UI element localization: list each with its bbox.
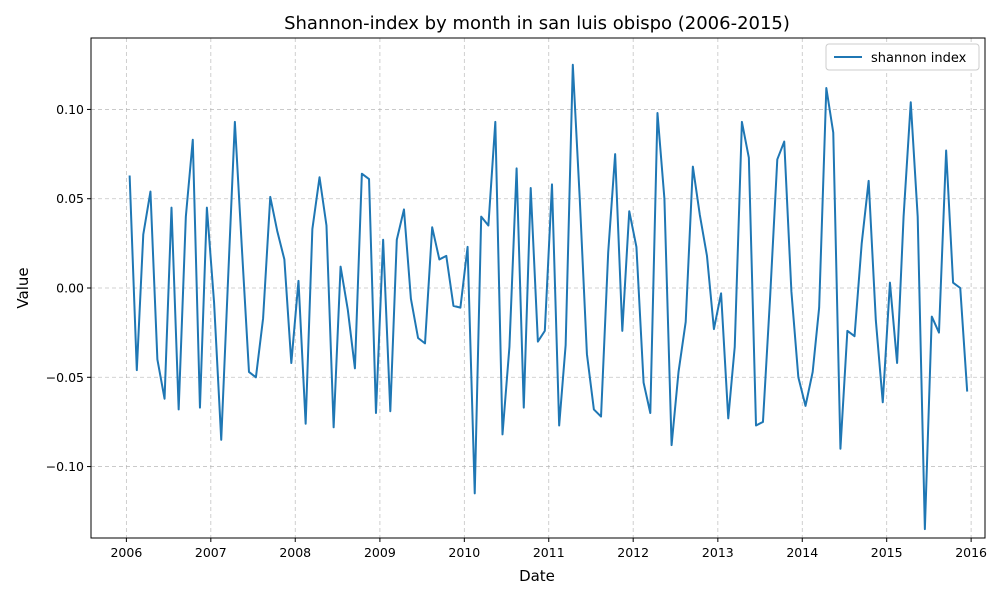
y-axis-title: Value	[14, 267, 32, 308]
y-tick-label: −0.10	[46, 459, 84, 474]
y-tick-label: −0.05	[46, 370, 84, 385]
y-tick-label: 0.05	[56, 191, 84, 206]
x-tick-label: 2015	[871, 545, 903, 560]
x-tick-label: 2013	[702, 545, 734, 560]
y-tick-label: 0.10	[56, 102, 84, 117]
x-tick-label: 2006	[110, 545, 142, 560]
series-line-shannon-index	[128, 63, 969, 531]
x-tick-label: 2008	[279, 545, 311, 560]
x-tick-label: 2014	[786, 545, 818, 560]
y-tick-label: 0.00	[56, 281, 84, 296]
y-axis: −0.10 −0.05 0.00 0.05 0.10	[46, 102, 91, 474]
x-tick-label: 2016	[955, 545, 987, 560]
series-layer	[128, 63, 969, 531]
legend-label-shannon-index: shannon index	[871, 51, 967, 66]
x-tick-label: 2009	[364, 545, 396, 560]
x-axis: 2006 2007 2008 2009 2010 2011 2012 2013 2014 2015…	[110, 538, 987, 560]
x-tick-label: 2011	[533, 545, 565, 560]
chart-title: Shannon-index by month in san luis obisp…	[284, 13, 790, 34]
x-axis-title: Date	[519, 567, 555, 585]
x-tick-label: 2012	[617, 545, 649, 560]
grid	[91, 38, 985, 538]
legend-box	[825, 43, 980, 71]
x-tick-label: 2010	[448, 545, 480, 560]
x-tick-label: 2007	[195, 545, 227, 560]
legend: shannon index	[825, 43, 980, 71]
